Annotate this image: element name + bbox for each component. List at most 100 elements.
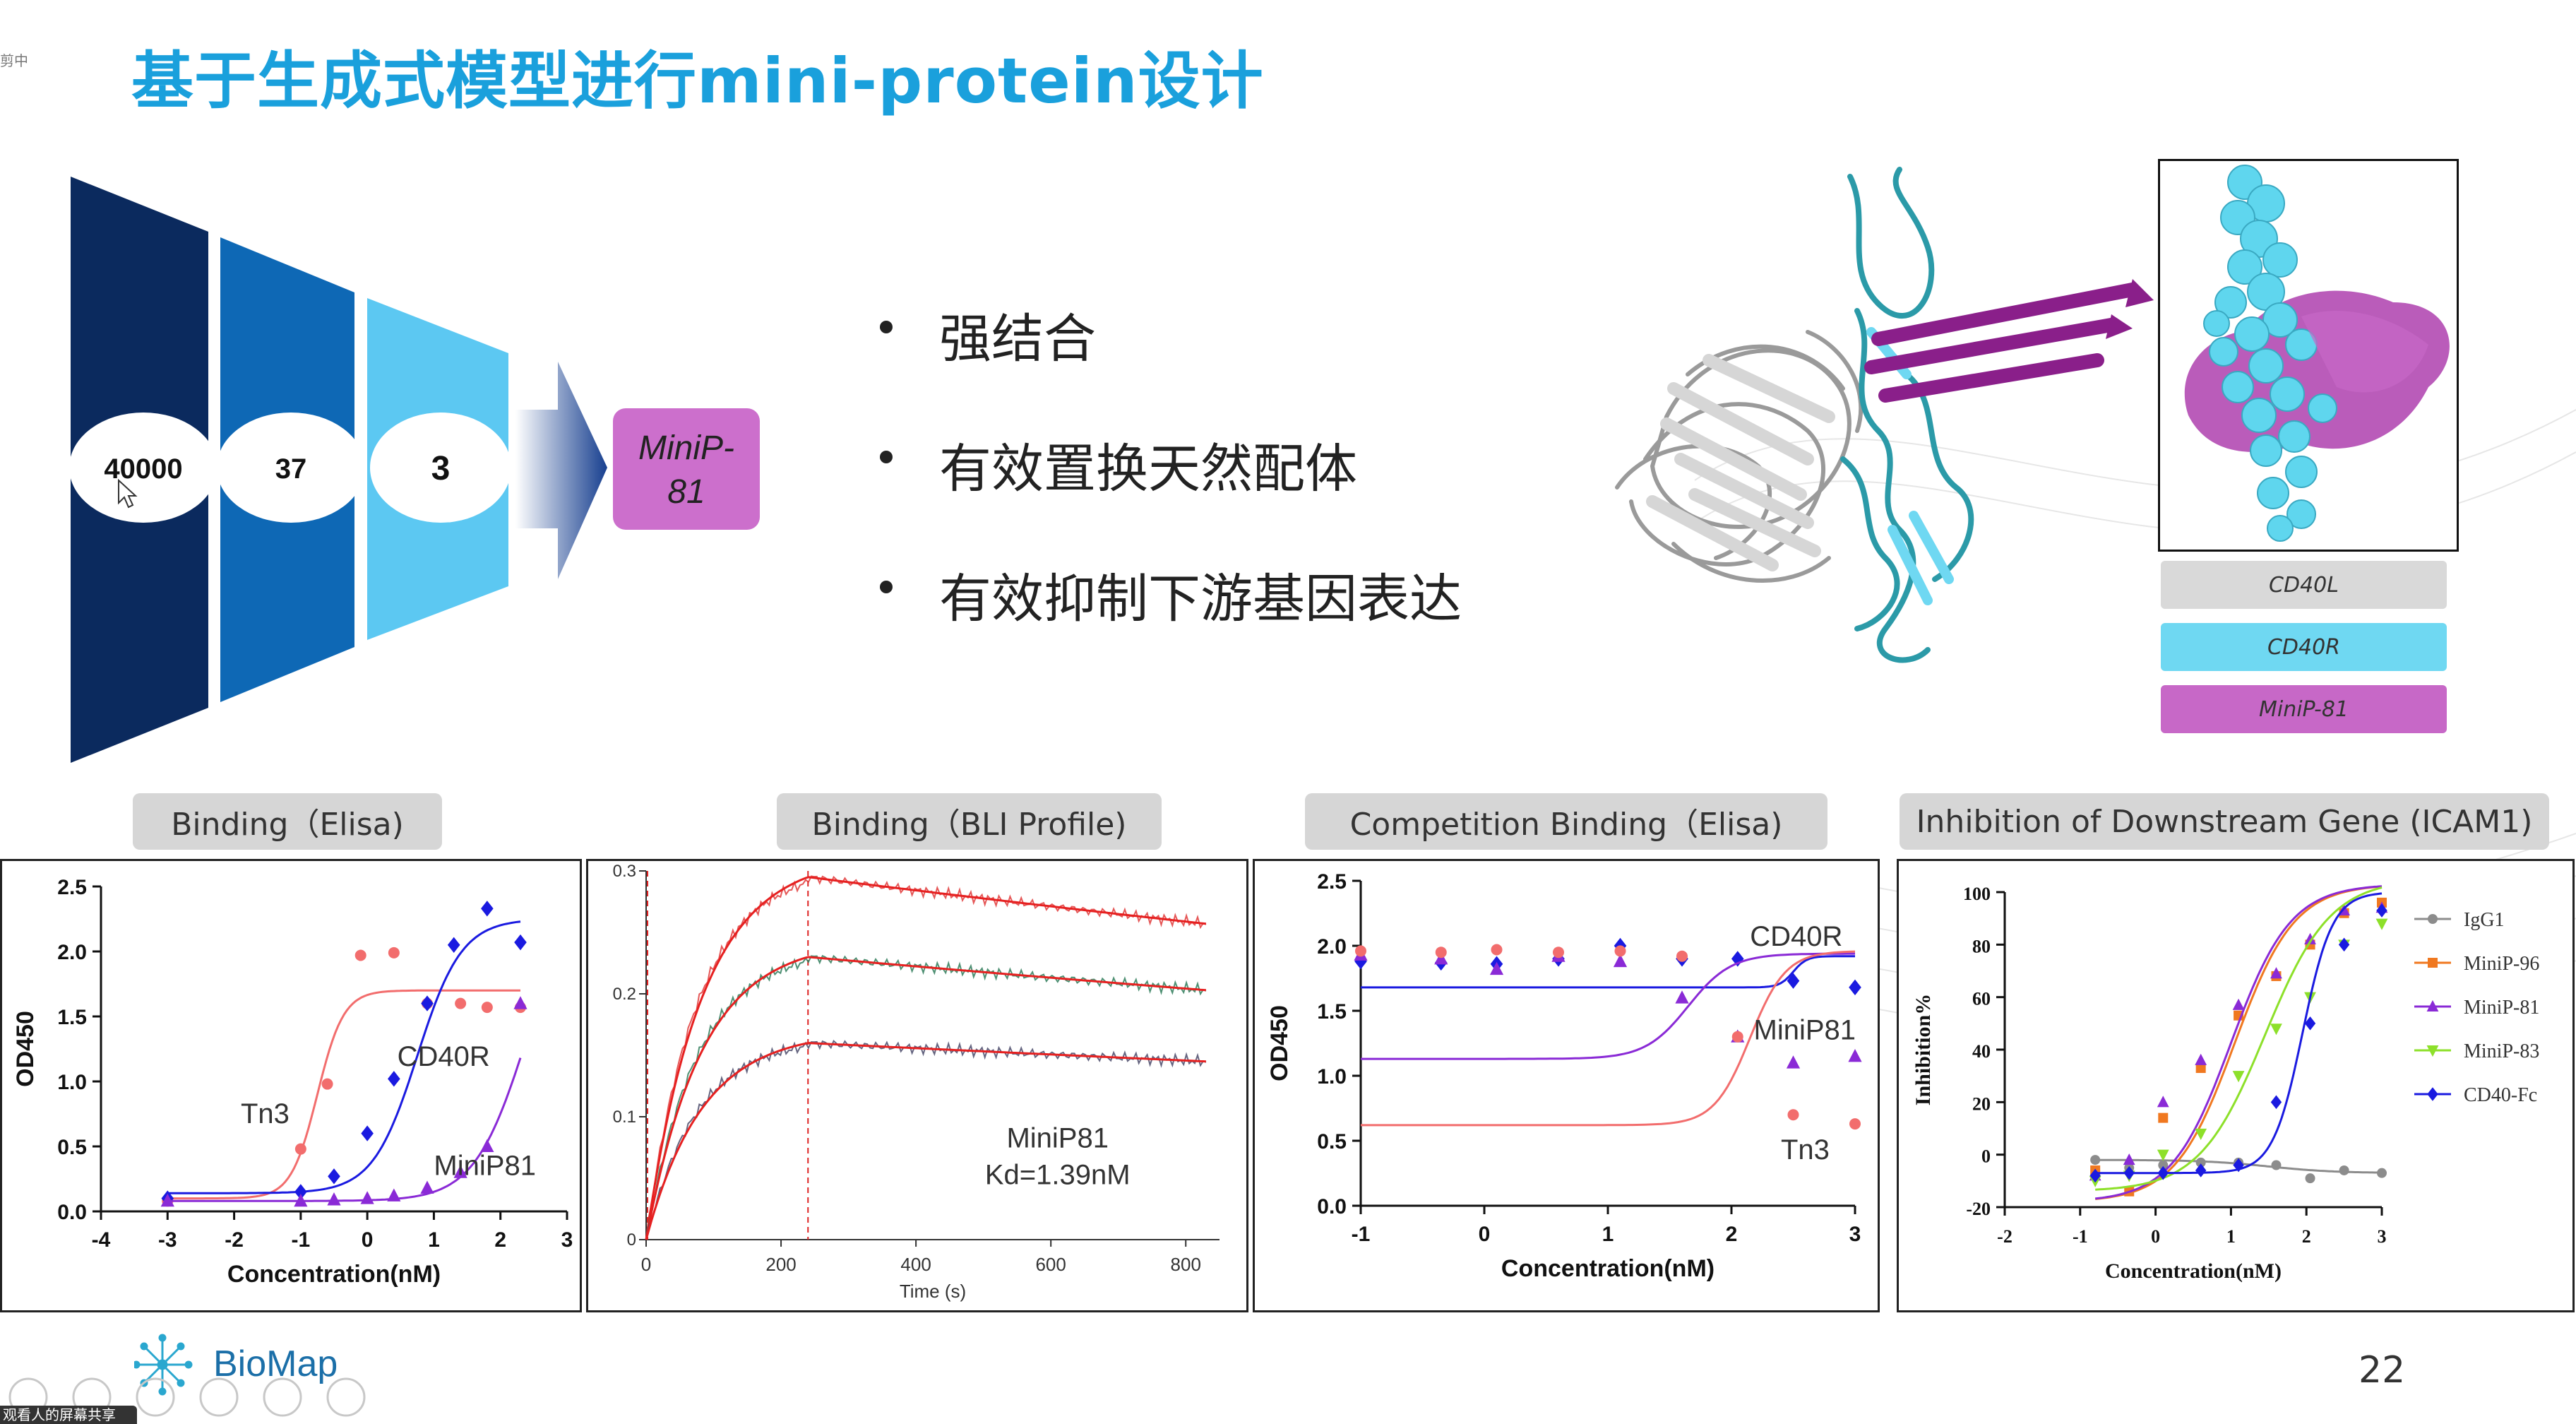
data-point <box>2232 1071 2245 1083</box>
series-cd40-fc <box>2089 892 2387 1183</box>
data-point <box>388 947 400 959</box>
x-tick-label: 1 <box>428 1228 440 1252</box>
data-point <box>1731 1031 1743 1043</box>
data-point <box>1434 951 1448 965</box>
y-tick-label: 0.5 <box>57 1136 87 1159</box>
panel-label-binding-elisa: Binding（Elisa) <box>133 793 442 850</box>
data-point <box>513 996 527 1009</box>
data-point <box>388 1071 400 1087</box>
raw-trace <box>645 875 1207 1240</box>
copy-tool-icon[interactable] <box>199 1377 239 1417</box>
data-point <box>421 995 434 1011</box>
legend-minip81: MiniP-81 <box>2161 685 2447 733</box>
fit-curve <box>2095 886 2383 1191</box>
x-tick-label: 2 <box>1726 1223 1738 1246</box>
data-point <box>2195 1063 2206 1074</box>
x-axis-label: Concentration(nM) <box>2105 1259 2282 1283</box>
panel-label-competition: Competition Binding（Elisa) <box>1305 793 1827 850</box>
screening-funnel: 40000 37 3 MiniP- 81 <box>71 177 760 763</box>
data-point <box>2271 1160 2282 1170</box>
data-point <box>328 1168 340 1185</box>
bli-profile-panel: 0 200 400 600 800 0 0.1 0.2 0.3 Time (s) MiniP81 Kd… <box>586 859 1248 1312</box>
data-point <box>160 1193 174 1207</box>
mouse-cursor-icon <box>118 478 138 509</box>
page-number: 22 <box>2359 1349 2406 1392</box>
x-tick-label: -3 <box>158 1228 177 1252</box>
x-tick-label: -2 <box>1997 1226 2012 1247</box>
data-point <box>1731 951 1744 967</box>
data-point <box>387 1188 401 1202</box>
series-minip-81 <box>2089 885 2388 1200</box>
data-point <box>2195 1157 2206 1168</box>
data-point <box>2428 914 2438 924</box>
stage-3-bubble <box>370 413 511 523</box>
data-point <box>2270 1095 2282 1110</box>
data-point <box>2123 1153 2135 1165</box>
y-tick-label: 0.3 <box>613 862 636 881</box>
series-minip-96 <box>2090 885 2387 1200</box>
x-axis-label: Time (s) <box>900 1281 966 1302</box>
data-point <box>2123 1165 2135 1180</box>
series-label: CD40R <box>1750 921 1842 952</box>
x-axis-label: Concentration(nM) <box>1501 1255 1715 1282</box>
data-point <box>2195 1163 2207 1177</box>
fit-curve <box>1361 950 1856 1127</box>
sensorgram-trace <box>645 875 1207 1240</box>
legend-label: IgG1 <box>2464 909 2505 931</box>
data-point <box>2270 1024 2282 1036</box>
pencil-tool-icon[interactable] <box>136 1377 175 1417</box>
y-tick-label: 1.5 <box>57 1006 87 1029</box>
legend-label: MiniP-81 <box>2464 997 2539 1019</box>
result-label-line1: MiniP- <box>638 429 734 467</box>
series-label: CD40R <box>398 1041 490 1072</box>
data-point <box>354 949 366 961</box>
data-point <box>2427 1087 2438 1101</box>
data-point <box>361 1125 374 1141</box>
y-tick-label: 2.5 <box>1317 870 1347 894</box>
x-tick-label: 2 <box>2302 1226 2311 1247</box>
bullet-text: 有效置换天然配体 <box>939 439 1357 499</box>
data-point <box>455 997 467 1009</box>
raw-trace <box>645 1040 1207 1240</box>
funnel-arrow <box>515 362 607 579</box>
series-label: Tn3 <box>1781 1134 1830 1165</box>
data-point <box>514 934 527 951</box>
biomap-logo: BioMap <box>132 1329 374 1400</box>
data-point <box>2305 1173 2315 1184</box>
data-point <box>1613 954 1628 968</box>
legend-entry: MiniP-96 <box>2414 953 2539 975</box>
data-point <box>2375 918 2388 930</box>
fit-curve <box>167 989 520 1200</box>
sensorgram-trace <box>645 1040 1207 1240</box>
y-tick-label: 1.0 <box>57 1071 87 1094</box>
data-point <box>2157 1165 2169 1180</box>
data-point <box>1355 945 1366 957</box>
legend-label: MiniP-96 <box>2464 953 2539 975</box>
y-tick-label: 2.0 <box>1317 935 1347 959</box>
x-tick-label: 0 <box>2151 1226 2160 1247</box>
data-point <box>2158 1112 2169 1123</box>
inhibition-panel: -2 -1 0 1 2 3 -20 0 20 40 60 80 100 Concentration(nM)… <box>1897 859 2575 1312</box>
data-point <box>294 1193 308 1207</box>
binding-elisa-panel: -4 -3 -2 -1 0 1 2 3 0.0 0.5 1.0 1.5 2.0 2.5 Concentrat… <box>0 859 582 1312</box>
x-tick-label: 0 <box>1479 1223 1491 1246</box>
bullet-text: 有效抑制下游基因表达 <box>939 569 1462 629</box>
data-point <box>1489 961 1504 975</box>
data-point <box>294 1143 306 1155</box>
y-tick-label: 1.0 <box>1317 1065 1347 1088</box>
biomap-logo-mark: BioMap <box>132 1334 338 1396</box>
x-tick-label: 3 <box>2378 1226 2387 1247</box>
more-tool-icon[interactable] <box>326 1377 366 1417</box>
x-tick-label: 2 <box>494 1228 506 1252</box>
data-point <box>453 1165 467 1178</box>
series-minip81 <box>1354 947 1862 1069</box>
data-point <box>1787 973 1800 989</box>
x-axis-label: Concentration(nM) <box>227 1261 441 1288</box>
data-point <box>2090 1155 2101 1165</box>
surface-model-image <box>2158 159 2459 552</box>
zoom-tool-icon[interactable] <box>263 1377 302 1417</box>
data-point <box>1553 947 1564 959</box>
x-tick-label: 800 <box>1171 1254 1201 1275</box>
data-point <box>2338 937 2350 952</box>
legend-entry: IgG1 <box>2414 909 2505 931</box>
